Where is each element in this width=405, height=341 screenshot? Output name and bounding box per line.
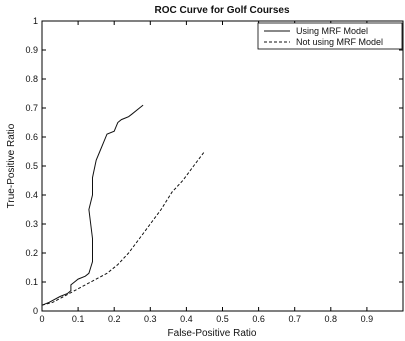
x-tick-label: 0.1 bbox=[72, 314, 85, 324]
y-axis-label: True-Positive Ratio bbox=[6, 123, 17, 208]
x-tick-label: 0.4 bbox=[180, 314, 193, 324]
chart-title: ROC Curve for Golf Courses bbox=[154, 5, 289, 16]
x-tick-label: 0.5 bbox=[216, 314, 229, 324]
y-tick-label: 0.9 bbox=[25, 45, 38, 55]
y-tick-label: 0 bbox=[33, 306, 38, 316]
legend-label-no-mrf: Not using MRF Model bbox=[296, 37, 383, 47]
x-tick-label: 0.2 bbox=[108, 314, 121, 324]
x-tick-label: 0.7 bbox=[288, 314, 301, 324]
x-axis-label: False-Positive Ratio bbox=[168, 328, 257, 339]
y-tick-label: 0.4 bbox=[25, 190, 38, 200]
y-tick-label: 0.7 bbox=[25, 103, 38, 113]
y-tick-label: 0.8 bbox=[25, 74, 38, 84]
y-tick-label: 0.3 bbox=[25, 219, 38, 229]
x-tick-label: 0 bbox=[39, 314, 44, 324]
x-tick-label: 0.9 bbox=[361, 314, 374, 324]
y-tick-label: 0.6 bbox=[25, 132, 38, 142]
x-tick-label: 0.8 bbox=[325, 314, 338, 324]
y-tick-label: 0.2 bbox=[25, 248, 38, 258]
legend: Using MRF Model Not using MRF Model bbox=[258, 23, 402, 49]
y-tick-label: 0.5 bbox=[25, 161, 38, 171]
x-tick-label: 0.6 bbox=[252, 314, 265, 324]
y-tick-label: 0.1 bbox=[25, 277, 38, 287]
legend-label-mrf: Using MRF Model bbox=[296, 26, 368, 36]
x-tick-label: 0.3 bbox=[144, 314, 157, 324]
y-tick-label: 1 bbox=[33, 16, 38, 26]
